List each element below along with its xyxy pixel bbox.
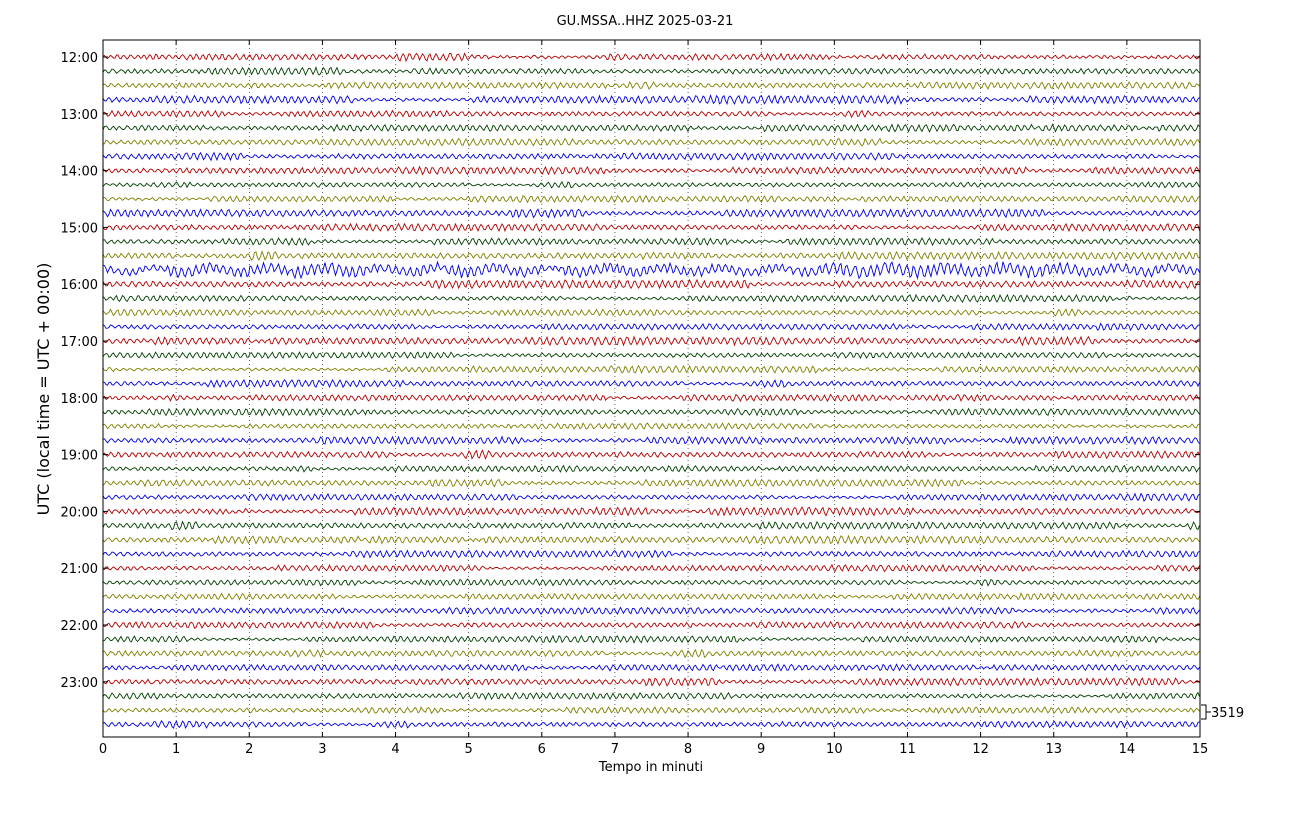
seismic-trace (102, 278, 1200, 290)
x-tick-label: 8 (684, 742, 692, 757)
x-tick-label: 13 (1045, 742, 1062, 757)
y-tick-label: 22:00 (61, 619, 98, 634)
seismic-trace (102, 237, 1200, 247)
seismic-trace (102, 364, 1200, 375)
seismic-trace (102, 65, 1200, 77)
scale-bracket (1201, 704, 1211, 720)
y-tick-label: 15:00 (61, 221, 98, 236)
seismic-trace (102, 208, 1200, 219)
seismic-trace (102, 648, 1200, 659)
seismic-trace (102, 137, 1200, 147)
grid-lines (175, 40, 1128, 737)
x-ticks: 0 1 2 3 4 5 6 7 8 9 10 11 12 13 14 15 (99, 40, 1208, 757)
y-tick-label: 18:00 (61, 392, 98, 407)
seismic-trace (102, 260, 1200, 280)
y-ticks: 12:00 13:00 14:00 15:00 16:00 17:00 18:00 19:00… (61, 51, 1200, 691)
seismic-trace (102, 449, 1200, 460)
scale-label: 3519 (1211, 706, 1244, 721)
x-tick-label: 3 (318, 742, 326, 757)
seismic-trace (102, 393, 1200, 403)
seismic-trace (102, 719, 1200, 730)
x-tick-label: 6 (538, 742, 546, 757)
y-tick-label: 17:00 (61, 335, 98, 350)
chart-title: GU.MSSA..HHZ 2025-03-21 (557, 14, 734, 29)
seismic-trace (102, 592, 1200, 602)
seismic-trace (102, 180, 1200, 189)
x-tick-label: 2 (245, 742, 253, 757)
seismic-trace (102, 606, 1200, 616)
seismic-trace (102, 520, 1200, 531)
y-axis-label: UTC (local time = UTC + 00:00) (34, 263, 53, 516)
x-tick-label: 12 (972, 742, 989, 757)
x-tick-label: 5 (465, 742, 473, 757)
seismic-trace (102, 93, 1200, 106)
seismic-trace (102, 81, 1200, 90)
seismic-trace (102, 335, 1200, 347)
seismic-trace (102, 478, 1200, 488)
seismic-trace (102, 194, 1200, 204)
x-tick-label: 15 (1192, 742, 1209, 757)
seismic-trace (102, 351, 1200, 360)
seismic-trace (102, 435, 1200, 446)
x-tick-label: 0 (99, 742, 107, 757)
x-tick-label: 4 (391, 742, 399, 757)
scale-bar: 3519 (1201, 704, 1244, 721)
x-tick-label: 7 (611, 742, 619, 757)
seismic-trace (102, 165, 1200, 176)
seismic-trace (102, 52, 1200, 63)
seismic-trace (102, 464, 1200, 473)
seismic-trace (102, 563, 1200, 573)
seismic-trace (102, 123, 1200, 133)
y-tick-label: 19:00 (61, 449, 98, 464)
y-tick-label: 20:00 (61, 505, 98, 520)
seismic-trace (102, 222, 1200, 233)
seismic-trace (102, 378, 1200, 389)
seismic-trace (102, 620, 1200, 630)
seismic-trace (102, 691, 1200, 701)
seismic-trace (102, 407, 1200, 417)
seismic-trace (102, 663, 1200, 672)
x-tick-label: 14 (1119, 742, 1136, 757)
seismic-trace (102, 549, 1200, 559)
seismic-trace (102, 634, 1200, 644)
seismic-trace (102, 422, 1200, 431)
plot-frame (102, 39, 1201, 738)
seismic-trace (102, 308, 1200, 317)
trace-group (102, 52, 1200, 730)
seismic-trace (102, 706, 1200, 715)
seismic-trace (102, 109, 1200, 119)
x-tick-label: 1 (172, 742, 180, 757)
y-tick-label: 14:00 (61, 165, 98, 180)
seismic-trace (102, 492, 1200, 502)
seismic-trace (102, 677, 1200, 687)
seismic-trace (102, 578, 1200, 587)
seismic-trace (102, 293, 1200, 303)
x-axis-label: Tempo in minuti (598, 760, 703, 775)
seismic-trace (102, 506, 1200, 517)
seismic-trace (102, 250, 1200, 261)
y-tick-label: 23:00 (61, 676, 98, 691)
seismic-trace (102, 322, 1200, 332)
x-tick-label: 10 (826, 742, 843, 757)
y-tick-label: 16:00 (61, 278, 98, 293)
seismic-trace (102, 151, 1200, 162)
seismic-trace (102, 534, 1200, 545)
y-tick-label: 21:00 (61, 562, 98, 577)
x-tick-label: 11 (899, 742, 916, 757)
y-tick-label: 13:00 (61, 108, 98, 123)
x-tick-label: 9 (757, 742, 765, 757)
y-tick-label: 12:00 (61, 51, 98, 66)
